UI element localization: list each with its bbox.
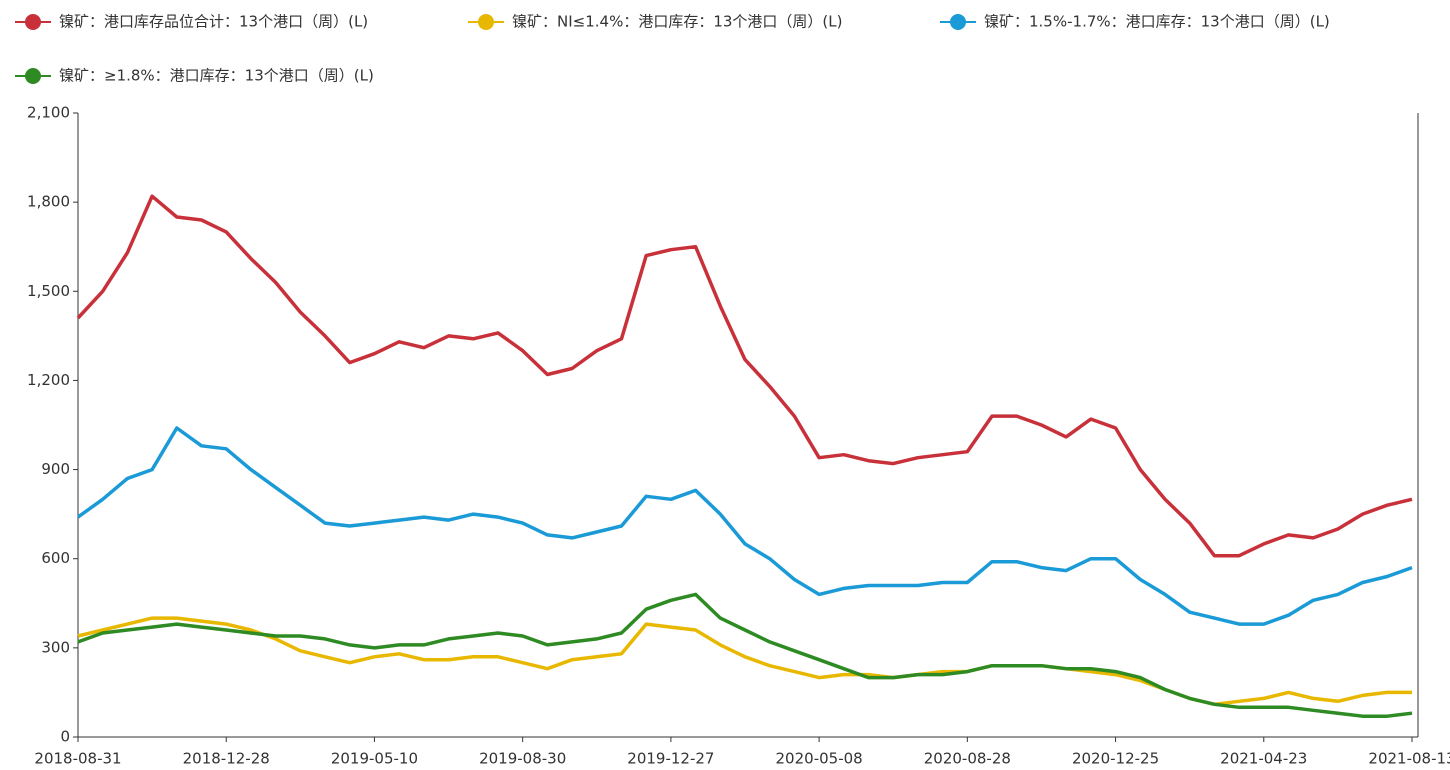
x-tick-label: 2019-12-27 [627, 750, 714, 768]
y-tick-label: 2,100 [27, 104, 70, 122]
legend-marker [25, 14, 41, 30]
x-tick-label: 2021-08-13 [1368, 750, 1450, 768]
y-tick-label: 600 [41, 549, 70, 567]
series-line [76, 194, 1413, 558]
x-tick-label: 2020-05-08 [776, 750, 863, 768]
x-tick-label: 2020-08-28 [924, 750, 1011, 768]
x-tick-label: 2019-08-30 [479, 750, 566, 768]
legend-label: 镍矿：港口库存品位合计：13个港口（周）(L) [59, 13, 368, 31]
y-tick-label: 1,200 [27, 371, 70, 389]
x-tick-label: 2021-04-23 [1220, 750, 1307, 768]
x-tick-label: 2018-08-31 [34, 750, 121, 768]
legend-marker [478, 14, 494, 30]
legend-label: 镍矿：≥1.8%：港口库存：13个港口（周）(L) [59, 67, 374, 85]
y-tick-label: 1,500 [27, 282, 70, 300]
legend-marker [950, 14, 966, 30]
y-tick-label: 300 [41, 638, 70, 656]
legend-label: 镍矿：1.5%-1.7%：港口库存：13个港口（周）(L) [984, 13, 1330, 31]
x-tick-label: 2019-05-10 [331, 750, 418, 768]
series-line [76, 426, 1413, 626]
y-tick-label: 0 [60, 728, 70, 746]
x-tick-label: 2020-12-25 [1072, 750, 1159, 768]
y-tick-label: 900 [41, 460, 70, 478]
legend-label: 镍矿：NI≤1.4%：港口库存：13个港口（周）(L) [512, 13, 842, 31]
y-tick-label: 1,800 [27, 193, 70, 211]
legend-marker [25, 68, 41, 84]
x-tick-label: 2018-12-28 [183, 750, 270, 768]
series-line [77, 592, 1413, 718]
